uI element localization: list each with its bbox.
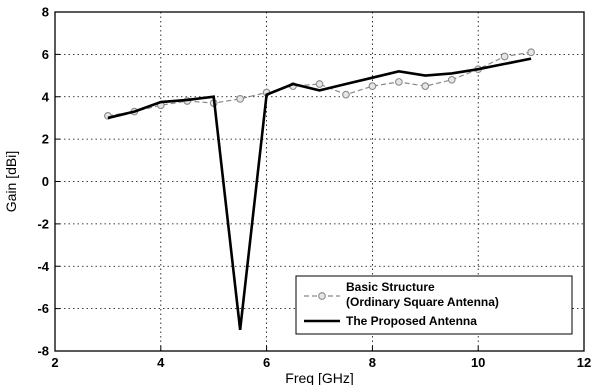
- x-tick-label: 10: [471, 355, 485, 370]
- basic-structure-point: [421, 82, 430, 91]
- x-tick-label: 4: [157, 355, 165, 370]
- x-tick-label: 6: [263, 355, 270, 370]
- basic-structure-point: [527, 48, 535, 57]
- y-axis-label: Gain [dBi]: [3, 151, 19, 212]
- legend-label-proposed-antenna: The Proposed Antenna: [346, 314, 477, 328]
- x-axis-label: Freq [GHz]: [285, 370, 353, 385]
- basic-structure-point: [395, 78, 403, 86]
- y-tick-label: 6: [42, 47, 49, 62]
- y-tick-label: -4: [37, 259, 49, 274]
- legend-label-basic-structure-line2: (Ordinary Square Antenna): [346, 295, 499, 309]
- y-tick-label: 0: [42, 174, 49, 189]
- y-tick-label: 8: [42, 5, 49, 20]
- basic-structure-point: [315, 80, 324, 88]
- y-tick-label: -8: [37, 344, 49, 359]
- y-tick-label: 4: [42, 89, 50, 104]
- legend-box: [295, 275, 573, 335]
- legend-marker-basic-structure: [318, 292, 326, 300]
- legend-label-basic-structure: Basic Structure: [346, 280, 435, 294]
- x-tick-label: 8: [369, 355, 376, 370]
- basic-structure-point: [447, 75, 456, 84]
- y-tick-label: 2: [42, 132, 49, 147]
- basic-structure-line: [107, 51, 532, 117]
- x-tick-label: 12: [577, 355, 591, 370]
- series-layer: [104, 48, 535, 330]
- basic-structure-point: [236, 95, 244, 103]
- proposed-antenna-line: [107, 57, 532, 330]
- basic-structure-point: [368, 82, 377, 91]
- x-tick-label: 2: [51, 355, 58, 370]
- tick-labels: 2 4 6 8 10 12 -8 -6 -4 -2 0 2 4 6 8: [37, 5, 591, 371]
- basic-structure-point: [500, 52, 509, 61]
- legend: Basic Structure (Ordinary Square Antenna…: [295, 275, 573, 335]
- basic-structure-point: [342, 90, 350, 99]
- y-tick-label: -2: [37, 216, 49, 231]
- y-tick-label: -6: [37, 301, 49, 316]
